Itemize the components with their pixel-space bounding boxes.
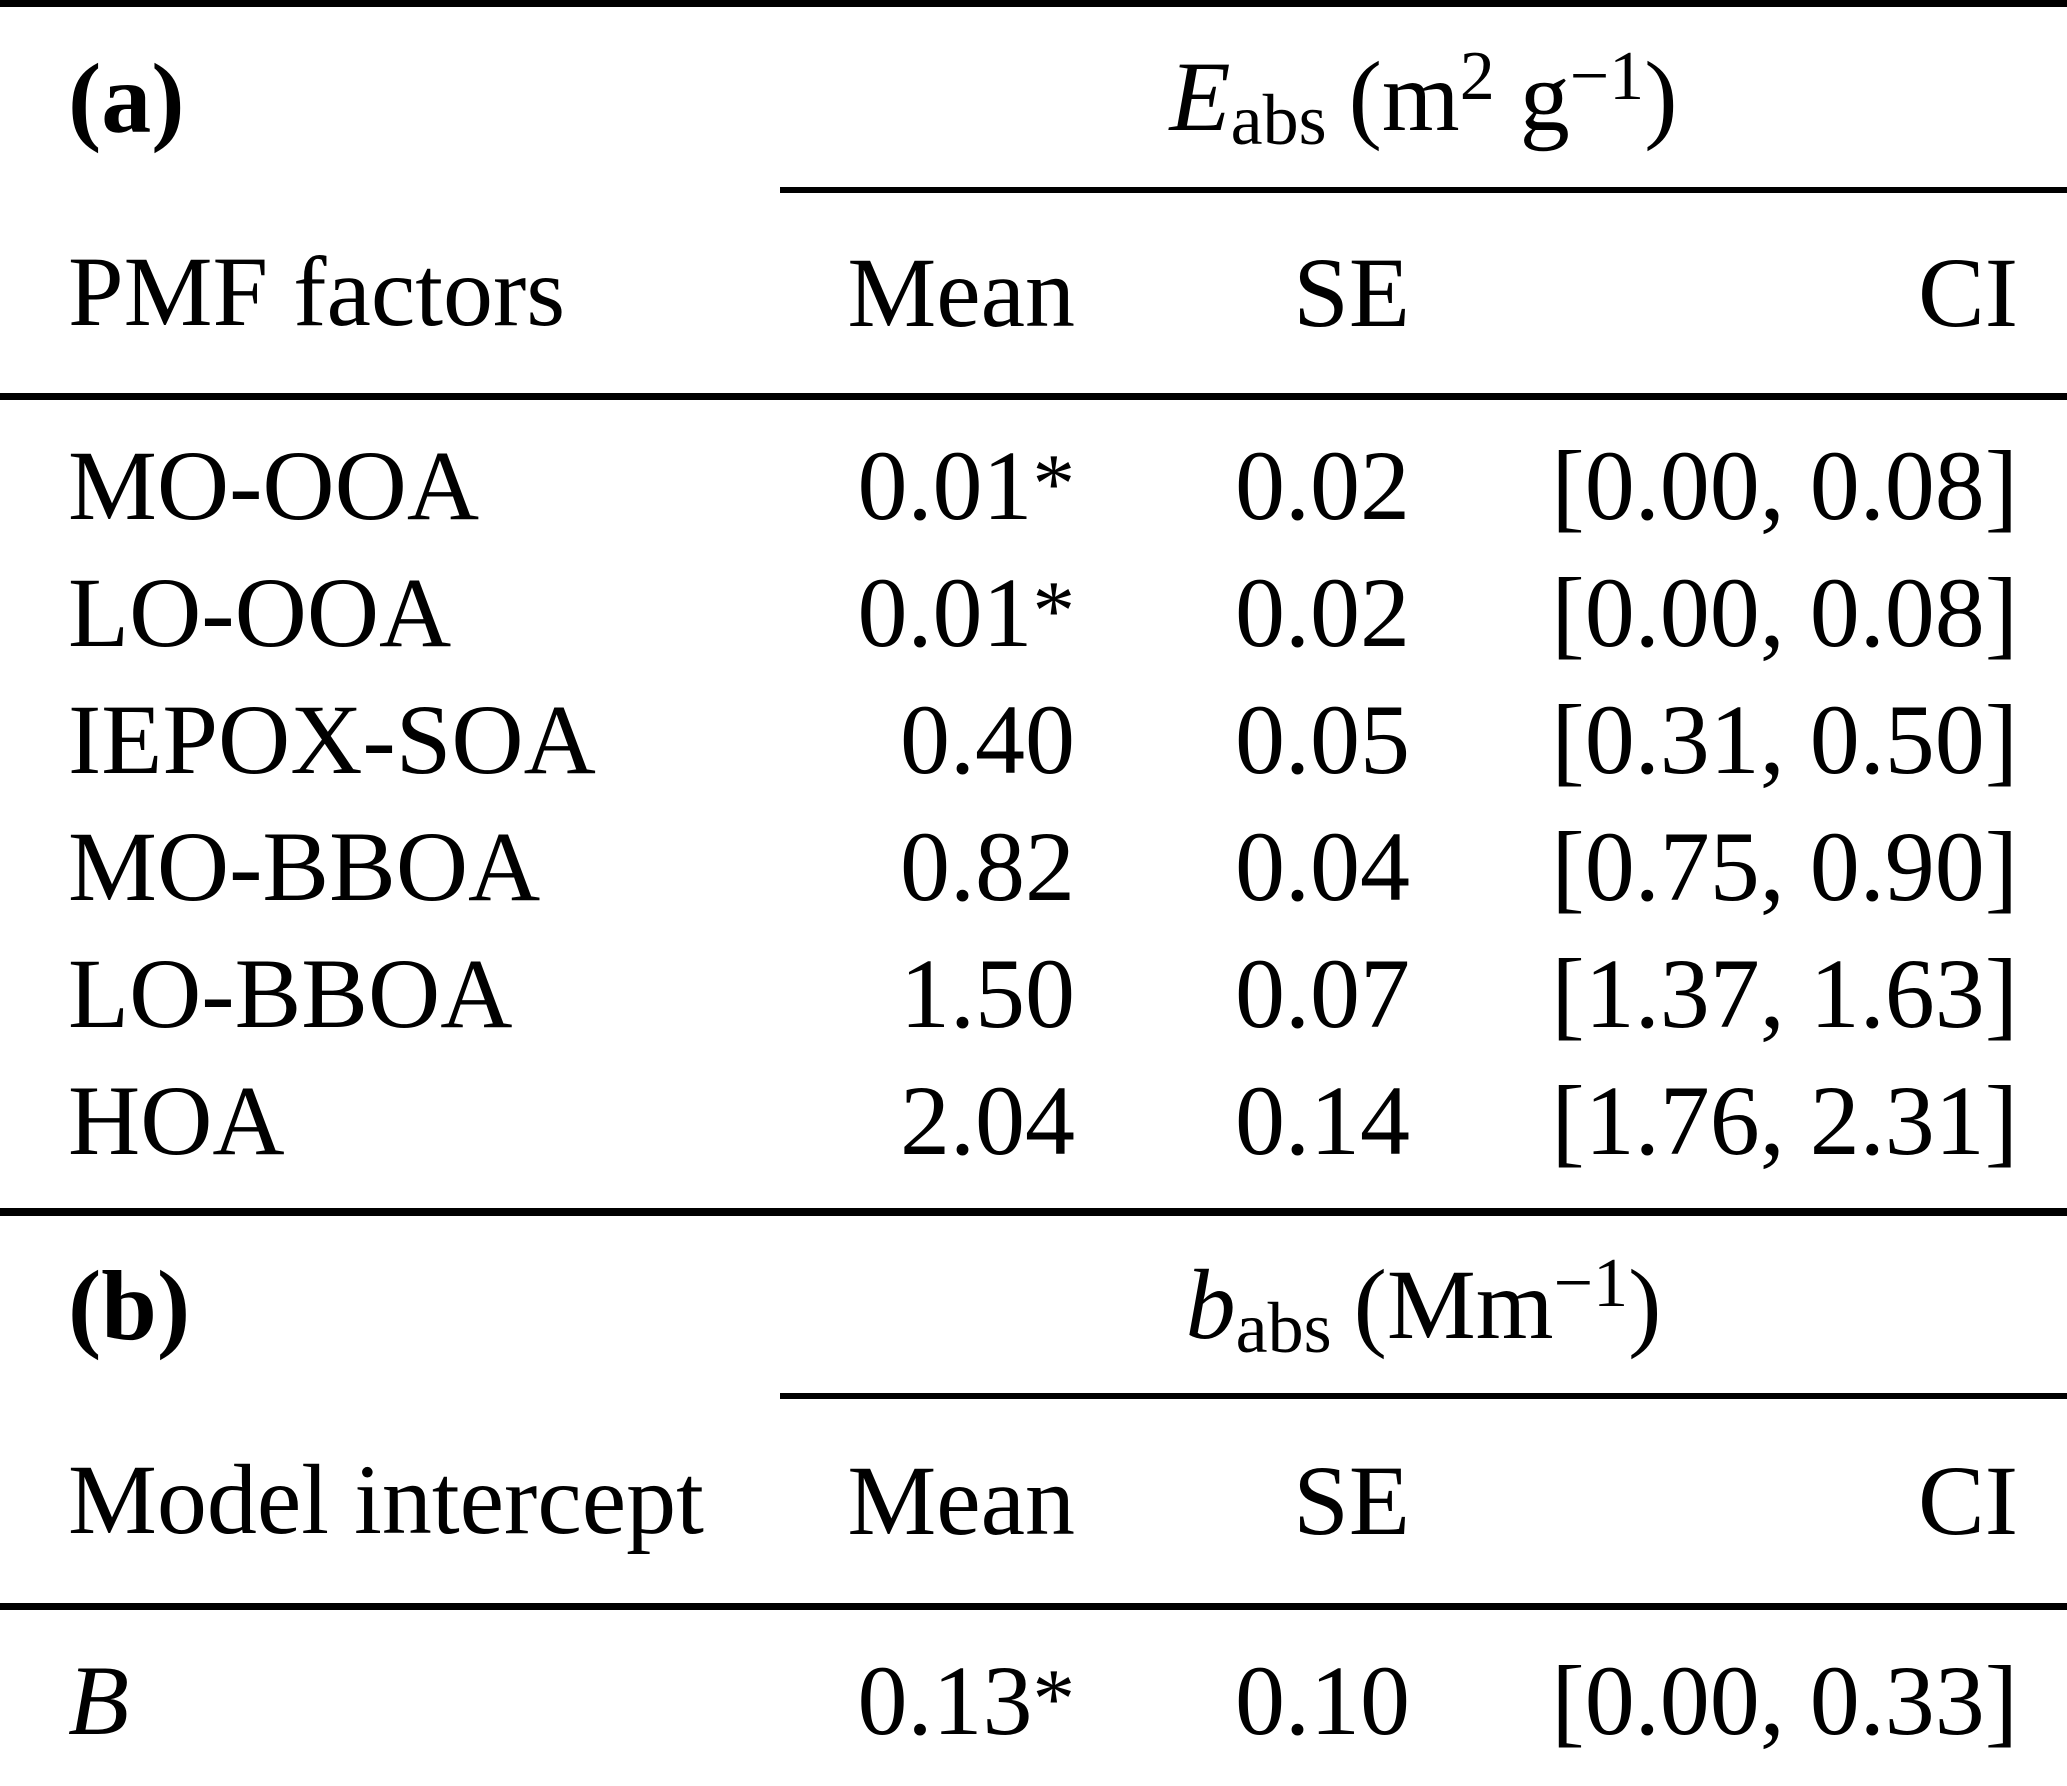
column-header-row-b: Model intercept Mean SE CI <box>0 1396 2067 1610</box>
mean-number: 0.01 <box>857 429 1033 541</box>
significance-asterisk: * <box>1032 563 1076 658</box>
mean-value: 1.50 <box>780 930 1075 1057</box>
unit-suffix: ) <box>1628 1248 1662 1360</box>
mean-number: 0.13 <box>857 1645 1033 1756</box>
table-row-mo-ooa: MO-OOA 0.01* 0.02 [0.00, 0.08] <box>0 422 2067 549</box>
mean-number: 0.82 <box>900 810 1075 922</box>
column-header-mean: Mean <box>780 1396 1075 1610</box>
mean-number: 1.50 <box>900 937 1075 1049</box>
table-row-intercept-b: B 0.13* 0.10 [0.00, 0.33] <box>0 1607 2067 1786</box>
unit-label: (m2 g−1) <box>1349 41 1678 152</box>
mean-number: 0.40 <box>900 683 1075 795</box>
mean-value: 0.01* <box>780 549 1076 676</box>
factor-name: MO-BBOA <box>68 810 541 922</box>
ci-value: [0.00, 0.08] <box>1551 429 2019 541</box>
factor-name: IEPOX-SOA <box>68 683 596 795</box>
spacer-row <box>0 1184 2067 1212</box>
factor-name: HOA <box>68 1064 285 1176</box>
mean-number: 2.04 <box>900 1064 1075 1176</box>
table-row-lo-ooa: LO-OOA 0.01* 0.02 [0.00, 0.08] <box>0 549 2067 676</box>
se-value: 0.07 <box>1235 937 1410 1049</box>
group-header-row-b: (b) babs (Mm−1) <box>0 1216 2067 1399</box>
mean-value: 0.13* <box>780 1607 1076 1786</box>
intercept-symbol: B <box>68 1645 130 1756</box>
column-group-header-a: Eabs (m2 g−1) <box>780 3 2067 193</box>
factor-name: LO-OOA <box>68 556 452 668</box>
significance-asterisk: * <box>1032 436 1076 531</box>
ci-value: [1.37, 1.63] <box>1551 937 2019 1049</box>
unit-suffix: ) <box>1644 41 1678 152</box>
mean-value: 0.40 <box>780 676 1075 803</box>
column-header-ci: CI <box>1410 1396 2067 1610</box>
mean-value: 2.04 <box>780 1057 1075 1184</box>
significance-asterisk: * <box>1032 1652 1076 1747</box>
column-header-factor: PMF factors <box>0 190 780 400</box>
quantity-subscript: abs <box>1230 80 1327 161</box>
section-a-label: (a) <box>68 42 185 154</box>
mean-value: 0.82 <box>780 803 1075 930</box>
table-row-lo-bboa: LO-BBOA 1.50 0.07 [1.37, 1.63] <box>0 930 2067 1057</box>
spacer-row <box>0 397 2067 423</box>
quantity-symbol: b <box>1185 1248 1236 1360</box>
column-header-se: SE <box>1075 190 1410 400</box>
mean-number: 0.01 <box>857 556 1033 668</box>
column-header-mean: Mean <box>780 190 1075 400</box>
unit-exponent: −1 <box>1553 1245 1629 1322</box>
table-row-hoa: HOA 2.04 0.14 [1.76, 2.31] <box>0 1057 2067 1184</box>
unit-exponent: −1 <box>1569 37 1645 115</box>
unit-prefix: (m <box>1348 41 1460 152</box>
column-header-ci: CI <box>1410 190 2067 400</box>
factor-name: LO-BBOA <box>68 937 513 1049</box>
se-value: 0.02 <box>1235 556 1410 668</box>
section-b-label: (b) <box>68 1250 191 1361</box>
table-b: (b) babs (Mm−1) Model intercept Mean SE C… <box>0 1216 2067 1786</box>
ci-value: [0.75, 0.90] <box>1551 810 2019 922</box>
unit-prefix: (Mm <box>1353 1248 1554 1360</box>
factor-name: MO-OOA <box>68 429 480 541</box>
column-header-se: SE <box>1075 1396 1410 1610</box>
column-header-row-a: PMF factors Mean SE CI <box>0 190 2067 400</box>
quantity-symbol: E <box>1169 41 1231 152</box>
unit-mid: g <box>1494 41 1570 152</box>
mean-value: 0.01* <box>780 422 1076 549</box>
table-row-iepox-soa: IEPOX-SOA 0.40 0.05 [0.31, 0.50] <box>0 676 2067 803</box>
ci-value: [0.00, 0.33] <box>1551 1645 2018 1756</box>
se-value: 0.14 <box>1235 1064 1410 1176</box>
ci-value: [0.00, 0.08] <box>1551 556 2019 668</box>
quantity-subscript: abs <box>1235 1287 1332 1368</box>
se-value: 0.10 <box>1235 1645 1410 1756</box>
table-a: (a) Eabs (m2 g−1) PMF factors Mean SE CI … <box>0 0 2067 1216</box>
unit-label: (Mm−1) <box>1354 1249 1662 1360</box>
ci-value: [0.31, 0.50] <box>1551 683 2019 795</box>
column-header-intercept: Model intercept <box>0 1396 780 1610</box>
se-value: 0.02 <box>1235 429 1410 541</box>
unit-exponent: 2 <box>1459 37 1495 115</box>
se-value: 0.04 <box>1235 810 1410 922</box>
column-group-header-b: babs (Mm−1) <box>780 1216 2067 1399</box>
group-header-row-a: (a) Eabs (m2 g−1) <box>0 3 2067 193</box>
table-row-mo-bboa: MO-BBOA 0.82 0.04 [0.75, 0.90] <box>0 803 2067 930</box>
ci-value: [1.76, 2.31] <box>1551 1064 2019 1176</box>
se-value: 0.05 <box>1235 683 1410 795</box>
